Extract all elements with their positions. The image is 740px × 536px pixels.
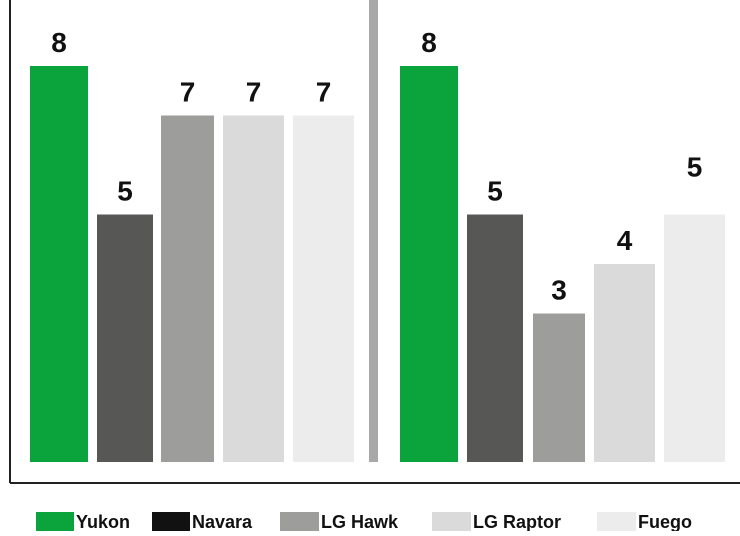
value-label-panel2-yukon: 8 — [421, 27, 437, 58]
bar-panel2-navara — [467, 214, 523, 462]
bar-panel1-fuego — [293, 115, 354, 462]
legend-swatch-fuego — [597, 512, 636, 531]
legend-label-fuego: Fuego — [638, 512, 692, 531]
legend-swatch-lg-raptor — [432, 512, 471, 531]
bar-panel1-lg-raptor — [223, 115, 284, 462]
panel-divider — [369, 0, 378, 462]
legend-swatch-yukon — [36, 512, 74, 531]
value-label-panel2-lg-raptor: 4 — [617, 225, 633, 256]
legend-label-yukon: Yukon — [76, 512, 130, 531]
bar-panel1-lg-hawk — [161, 115, 214, 462]
legend-label-navara: Navara — [192, 512, 253, 531]
legend-label-lg-raptor: LG Raptor — [473, 512, 561, 531]
legend-label-lg-hawk: LG Hawk — [321, 512, 399, 531]
value-label-panel2-navara: 5 — [487, 176, 503, 207]
value-label-panel1-lg-raptor: 7 — [246, 77, 262, 108]
bar-panel1-navara — [97, 214, 153, 462]
bar-panel2-fuego — [664, 214, 725, 462]
bar-panel1-yukon — [30, 66, 88, 462]
bar-panel2-yukon — [400, 66, 458, 462]
value-label-panel1-lg-hawk: 7 — [180, 77, 196, 108]
value-label-panel1-yukon: 8 — [51, 27, 67, 58]
value-label-panel1-navara: 5 — [117, 176, 133, 207]
value-label-panel2-lg-hawk: 3 — [551, 275, 567, 306]
value-label-panel1-fuego: 7 — [316, 77, 332, 108]
legend-swatch-lg-hawk — [280, 512, 319, 531]
legend-swatch-navara — [152, 512, 190, 531]
bar-panel2-lg-raptor — [594, 264, 655, 462]
bar-panel2-lg-hawk — [533, 313, 585, 462]
value-label-panel2-fuego: 5 — [687, 152, 703, 183]
